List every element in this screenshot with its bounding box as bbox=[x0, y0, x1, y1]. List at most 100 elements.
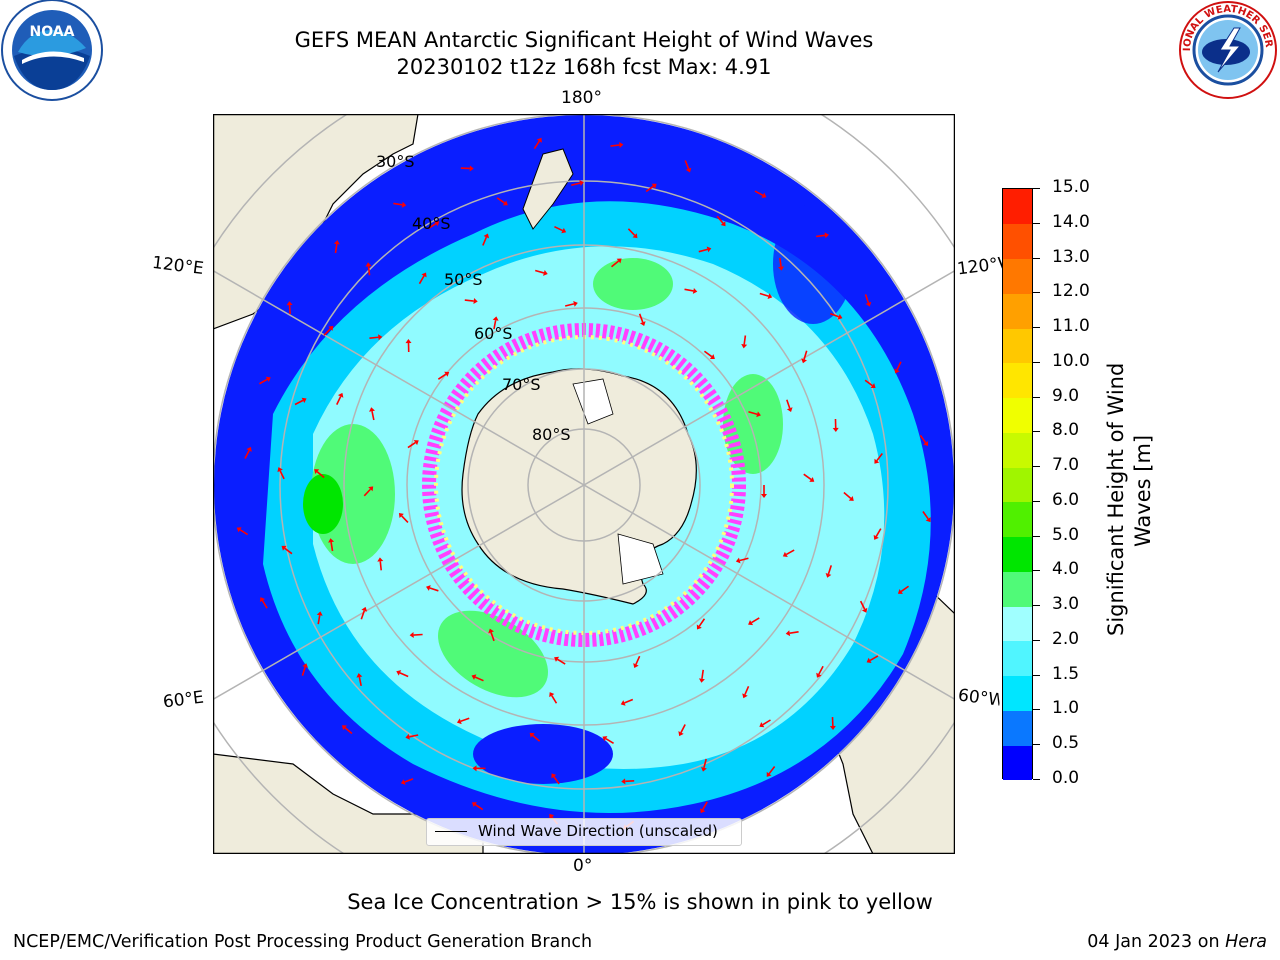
wave-arrow-head bbox=[377, 557, 384, 562]
wave-arrow-head bbox=[620, 700, 626, 706]
wave-arrow-shaft bbox=[301, 666, 306, 676]
wave-arrow-head bbox=[621, 778, 626, 785]
wave-arrow-shaft bbox=[367, 266, 371, 276]
wave-arrow-head bbox=[897, 588, 903, 594]
wave-arrow-head bbox=[925, 517, 931, 523]
wave-arrow-head bbox=[259, 597, 266, 603]
wave-arrow-shaft bbox=[358, 676, 362, 687]
wave-arrow-shaft bbox=[401, 515, 409, 523]
wave-arrow-head bbox=[767, 293, 773, 300]
wave-arrow-head bbox=[302, 663, 309, 668]
colorbar-segment bbox=[1003, 258, 1032, 294]
wave-arrow-head bbox=[616, 258, 622, 264]
wave-arrow-head bbox=[873, 534, 879, 540]
wave-arrow-shaft bbox=[803, 473, 812, 481]
wave-arrow-head bbox=[483, 233, 490, 239]
wave-arrow-head bbox=[639, 321, 646, 326]
legend-label: Wind Wave Direction (unscaled) bbox=[478, 822, 718, 840]
colorbar-segment bbox=[1003, 501, 1032, 538]
wave-arrow-shaft bbox=[259, 378, 268, 385]
wave-arrow-shaft bbox=[407, 441, 416, 449]
colorbar-tick-mark bbox=[1033, 188, 1040, 189]
wave-arrow-shaft bbox=[859, 600, 866, 610]
wave-arrow-shaft bbox=[294, 399, 304, 406]
colorbar-tick-label: 0.5 bbox=[1052, 733, 1080, 754]
colorbar-tick-label: 6.0 bbox=[1052, 489, 1080, 510]
wave-arrow-shaft bbox=[393, 202, 403, 206]
wave-arrow-head bbox=[870, 383, 876, 389]
wave-arrow-shaft bbox=[437, 373, 447, 380]
colorbar-tick-mark bbox=[1033, 466, 1040, 468]
wave-arrow-shaft bbox=[698, 248, 708, 253]
colorbar-segment bbox=[1003, 467, 1032, 503]
wave-arrow-head bbox=[356, 673, 363, 678]
wave-arrow-shaft bbox=[815, 234, 826, 238]
colorbar-segment bbox=[1003, 189, 1032, 225]
colorbar-segment bbox=[1003, 606, 1032, 642]
wave-arrow-shaft bbox=[876, 452, 883, 462]
footer-branch: NCEP/EMC/Verification Post Processing Pr… bbox=[13, 932, 593, 952]
wave-arrow-shaft bbox=[611, 260, 620, 268]
wave-arrow-head bbox=[759, 722, 765, 728]
wave-arrow-shaft bbox=[716, 215, 724, 224]
wave-arrow-shaft bbox=[316, 471, 325, 479]
colorbar-tick-mark bbox=[1033, 779, 1040, 780]
colorbar-tick-label: 1.0 bbox=[1052, 698, 1080, 719]
wave-arrow-shaft bbox=[698, 618, 706, 627]
colorbar-tick-label: 4.0 bbox=[1052, 559, 1080, 580]
wave-arrow-head bbox=[286, 301, 293, 306]
lat-label-60s: 60°S bbox=[474, 324, 513, 343]
colorbar-segment bbox=[1003, 432, 1032, 468]
colorbar-segment bbox=[1003, 640, 1032, 677]
wave-arrow-shaft bbox=[564, 303, 575, 307]
wave-arrow-head bbox=[316, 611, 323, 616]
wave-arrow-head bbox=[400, 779, 406, 785]
wave-arrow-head bbox=[405, 733, 410, 740]
wave-arrow-head bbox=[265, 376, 271, 382]
wave-arrow-head bbox=[488, 628, 494, 634]
wave-arrow-shaft bbox=[625, 779, 635, 783]
wave-arrow-head bbox=[378, 334, 383, 341]
colorbar-tick-mark bbox=[1033, 744, 1040, 746]
wave-arrow-shaft bbox=[330, 542, 334, 552]
colorbar-segment bbox=[1003, 536, 1032, 572]
colorbar-tick-label: 14.0 bbox=[1052, 211, 1090, 232]
wave-arrow-head bbox=[692, 287, 698, 294]
wave-arrow-shaft bbox=[744, 685, 750, 695]
wave-arrow-head bbox=[786, 407, 793, 412]
land-australia bbox=[213, 114, 419, 330]
colorbar-segment bbox=[1003, 293, 1032, 329]
colorbar-tick-mark bbox=[1033, 222, 1040, 224]
land-new-zealand bbox=[522, 148, 574, 230]
wave-arrow-head bbox=[782, 551, 788, 558]
wave-arrow-head bbox=[801, 358, 807, 364]
wave-arrow-shaft bbox=[864, 379, 873, 387]
wave-arrow-shaft bbox=[803, 350, 808, 360]
sea-ice-caption: Sea Ice Concentration > 15% is shown in … bbox=[347, 890, 933, 914]
wave-arrow-shaft bbox=[261, 600, 268, 609]
wave-arrow-shaft bbox=[759, 292, 769, 297]
wave-arrow-shaft bbox=[638, 313, 644, 323]
wave-arrow-head bbox=[246, 446, 252, 452]
wave-arrow-shaft bbox=[464, 299, 474, 302]
wave-arrow-shaft bbox=[557, 658, 566, 665]
lon-label-120e: 120°E bbox=[150, 252, 205, 280]
wave-arrow-head bbox=[337, 392, 344, 398]
wave-arrow-shaft bbox=[379, 561, 383, 571]
wave-arrow-shaft bbox=[684, 288, 694, 292]
wave-arrow-head bbox=[368, 486, 374, 492]
wave-arrow-shaft bbox=[762, 719, 771, 726]
colorbar-tick-label: 15.0 bbox=[1052, 177, 1090, 197]
colorbar-segment bbox=[1003, 675, 1032, 711]
colorbar-tick-mark bbox=[1033, 535, 1040, 537]
colorbar-tick-label: 10.0 bbox=[1052, 350, 1090, 371]
colorbar-tick-label: 1.5 bbox=[1052, 663, 1080, 684]
wave-arrow-head bbox=[619, 142, 624, 148]
footer-date-text: 04 Jan 2023 on bbox=[1087, 932, 1220, 952]
wave-arrow-shaft bbox=[334, 243, 338, 254]
wave-arrow-head bbox=[602, 736, 608, 742]
wave-arrow-head bbox=[761, 192, 767, 198]
wave-arrow-head bbox=[398, 513, 404, 519]
wave-arrow-head bbox=[341, 725, 347, 731]
wave-arrow-shaft bbox=[896, 361, 902, 371]
